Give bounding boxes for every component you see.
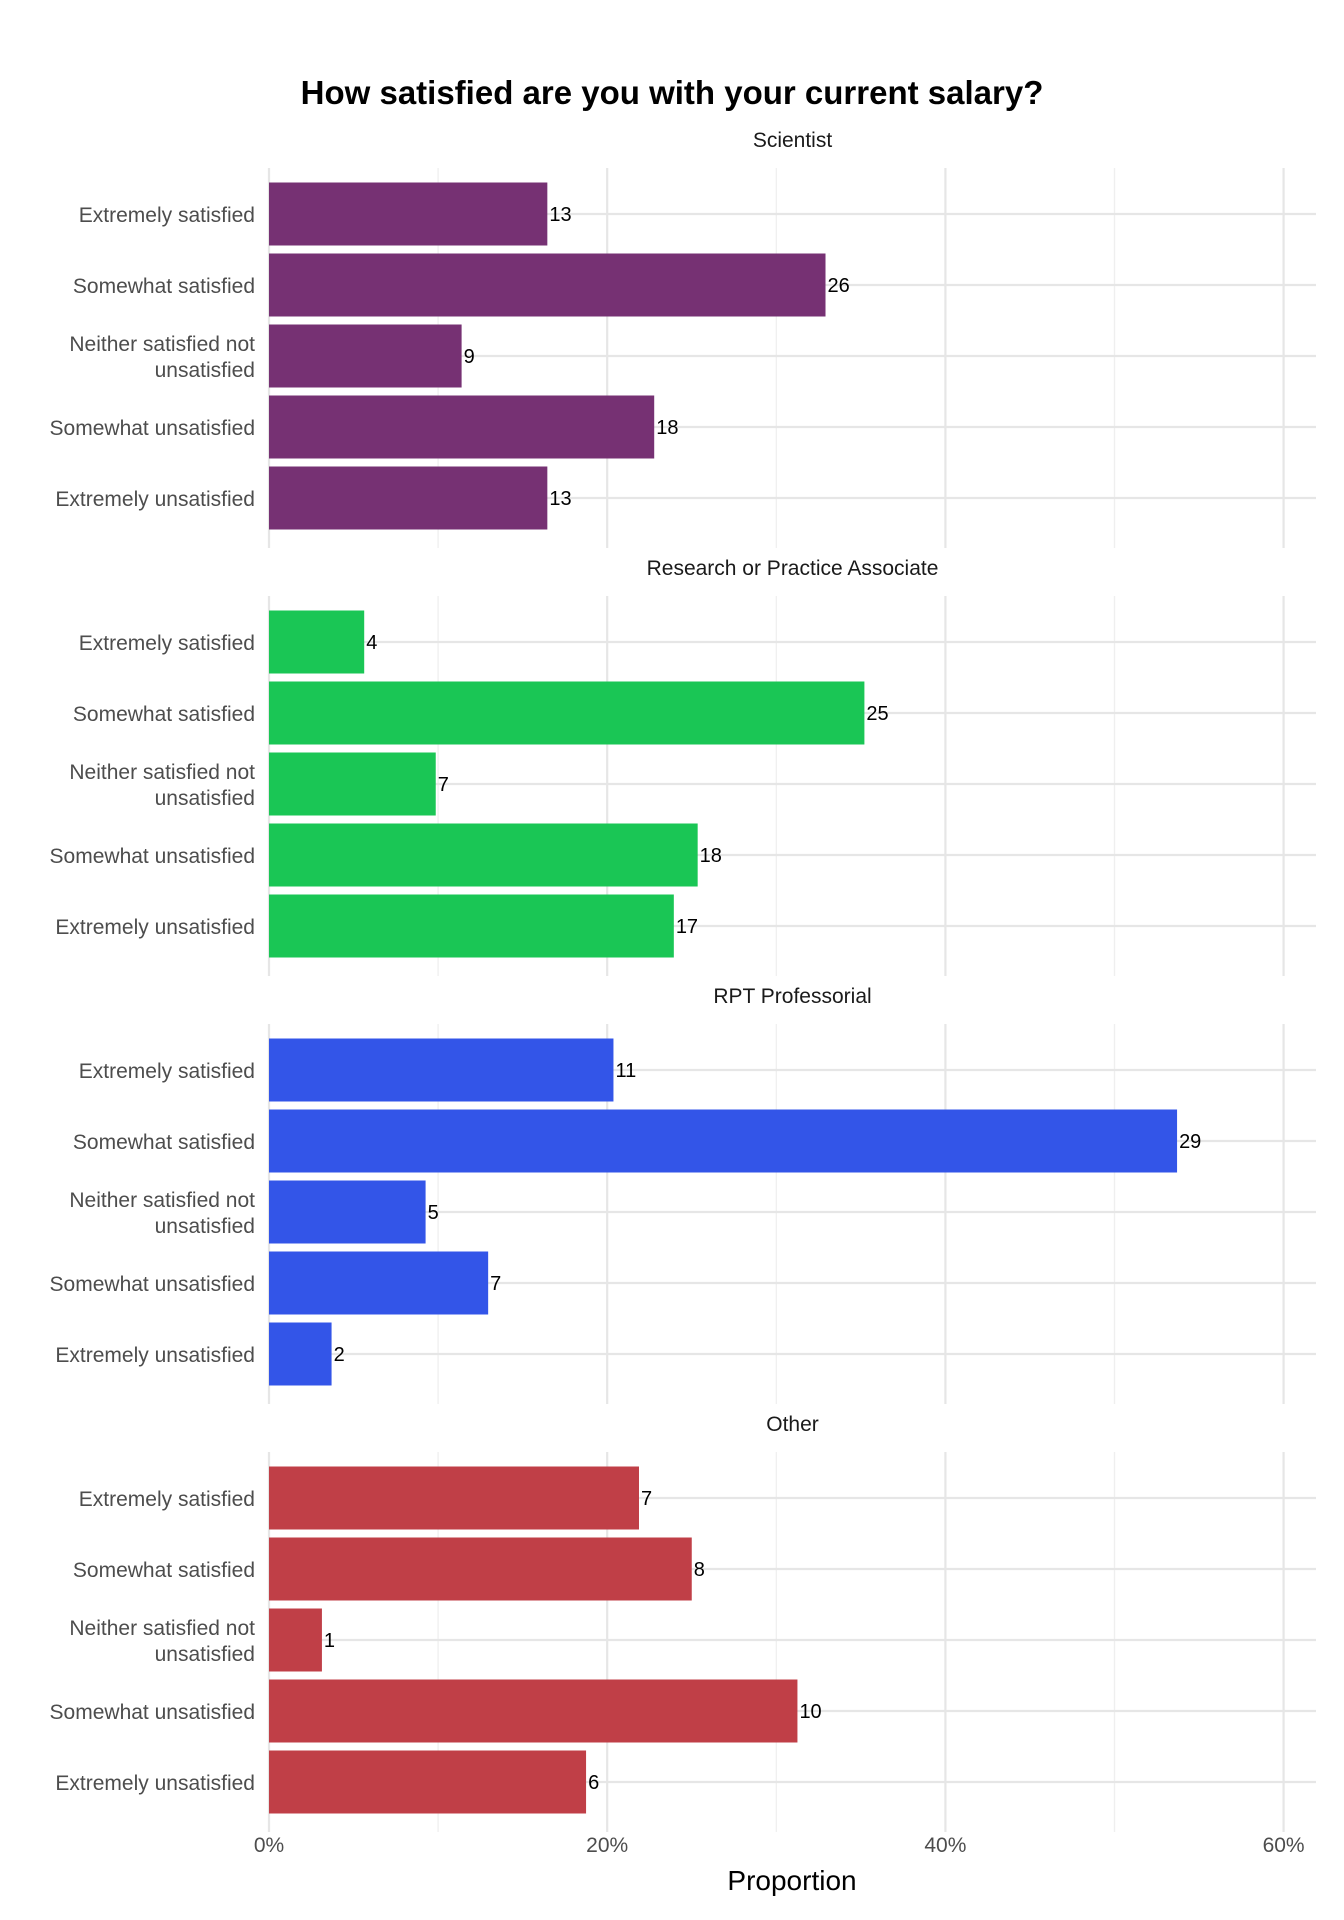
bar xyxy=(269,324,462,388)
bar-value-label: 13 xyxy=(549,204,571,226)
bar-value-label: 7 xyxy=(438,774,449,796)
bar xyxy=(269,466,548,530)
bar xyxy=(269,182,548,246)
bar-value-label: 18 xyxy=(700,845,722,867)
bar-value-label: 8 xyxy=(694,1559,705,1581)
bar xyxy=(269,1750,587,1814)
facet-panel: Scientist 13 Extremely satisfied 26 Somewhat… xyxy=(50,129,1316,548)
bar xyxy=(269,1608,322,1672)
category-label: Extremely satisfied xyxy=(79,204,255,227)
category-label: Neither satisfied not unsatisfied xyxy=(69,1189,255,1238)
category-label: Somewhat unsatisfied xyxy=(50,845,255,868)
category-label: Somewhat satisfied xyxy=(73,1559,255,1582)
x-axis-ticks: 0% 20% 40% 60% xyxy=(254,1834,1305,1857)
bar xyxy=(269,681,865,745)
bar-value-label: 1 xyxy=(324,1630,335,1652)
facet-strip-label: Research or Practice Associate xyxy=(647,557,939,580)
bar-value-label: 25 xyxy=(866,703,888,725)
category-label: Extremely satisfied xyxy=(79,1060,255,1083)
bar xyxy=(269,610,365,674)
bar xyxy=(269,1466,639,1530)
category-label: Neither satisfied not unsatisfied xyxy=(69,333,255,382)
bar-value-label: 5 xyxy=(428,1202,439,1224)
bar-value-label: 18 xyxy=(656,417,678,439)
bar xyxy=(269,1322,332,1386)
bar-value-label: 29 xyxy=(1179,1131,1201,1153)
category-label: Extremely unsatisfied xyxy=(55,1772,255,1795)
category-label: Extremely satisfied xyxy=(79,1488,255,1511)
bar xyxy=(269,823,698,887)
bar-value-label: 17 xyxy=(676,916,698,938)
bar-value-label: 26 xyxy=(828,275,850,297)
category-label: Somewhat satisfied xyxy=(73,703,255,726)
x-tick-label: 0% xyxy=(254,1834,284,1857)
bar xyxy=(269,1251,489,1315)
facet-strip-label: RPT Professorial xyxy=(713,985,871,1008)
bar-value-label: 4 xyxy=(366,632,377,654)
chart-title: How satisfied are you with your current … xyxy=(301,74,1044,111)
category-label: Somewhat unsatisfied xyxy=(50,417,255,440)
facet-panel: RPT Professorial 11 Extremely satisfied 29 S… xyxy=(50,985,1316,1404)
category-label: Neither satisfied not unsatisfied xyxy=(69,1617,255,1666)
bar xyxy=(269,894,674,958)
facet-strip-label: Scientist xyxy=(753,129,833,152)
bar-value-label: 6 xyxy=(588,1772,599,1794)
bar-value-label: 7 xyxy=(641,1488,652,1510)
bar xyxy=(269,1038,614,1102)
x-tick-label: 40% xyxy=(924,1834,966,1857)
bar xyxy=(269,752,436,816)
facet-strip-label: Other xyxy=(766,1413,819,1436)
bar-value-label: 7 xyxy=(490,1273,501,1295)
bar xyxy=(269,1537,692,1601)
bar xyxy=(269,1679,798,1743)
category-label: Neither satisfied not unsatisfied xyxy=(69,761,255,810)
bar xyxy=(269,395,655,459)
facet-panel: Research or Practice Associate 4 Extremely… xyxy=(50,557,1316,976)
category-label: Extremely unsatisfied xyxy=(55,916,255,939)
category-label: Somewhat unsatisfied xyxy=(50,1273,255,1296)
category-label: Somewhat unsatisfied xyxy=(50,1701,255,1724)
bar xyxy=(269,1180,426,1244)
bar-value-label: 2 xyxy=(334,1344,345,1366)
bar xyxy=(269,253,826,317)
bar-value-label: 9 xyxy=(464,346,475,368)
category-label: Somewhat satisfied xyxy=(73,275,255,298)
category-label: Extremely satisfied xyxy=(79,632,255,655)
bar-value-label: 10 xyxy=(799,1701,821,1723)
bar-value-label: 11 xyxy=(615,1060,636,1082)
x-axis-title: Proportion xyxy=(727,1865,856,1896)
x-tick-label: 60% xyxy=(1263,1834,1305,1857)
bar-value-label: 13 xyxy=(549,488,571,510)
category-label: Extremely unsatisfied xyxy=(55,488,255,511)
category-label: Somewhat satisfied xyxy=(73,1131,255,1154)
bar xyxy=(269,1109,1178,1173)
x-tick-label: 20% xyxy=(586,1834,628,1857)
facet-panel: Other 7 Extremely satisfied 8 Somewhat satis… xyxy=(50,1413,1316,1832)
category-label: Extremely unsatisfied xyxy=(55,1344,255,1367)
